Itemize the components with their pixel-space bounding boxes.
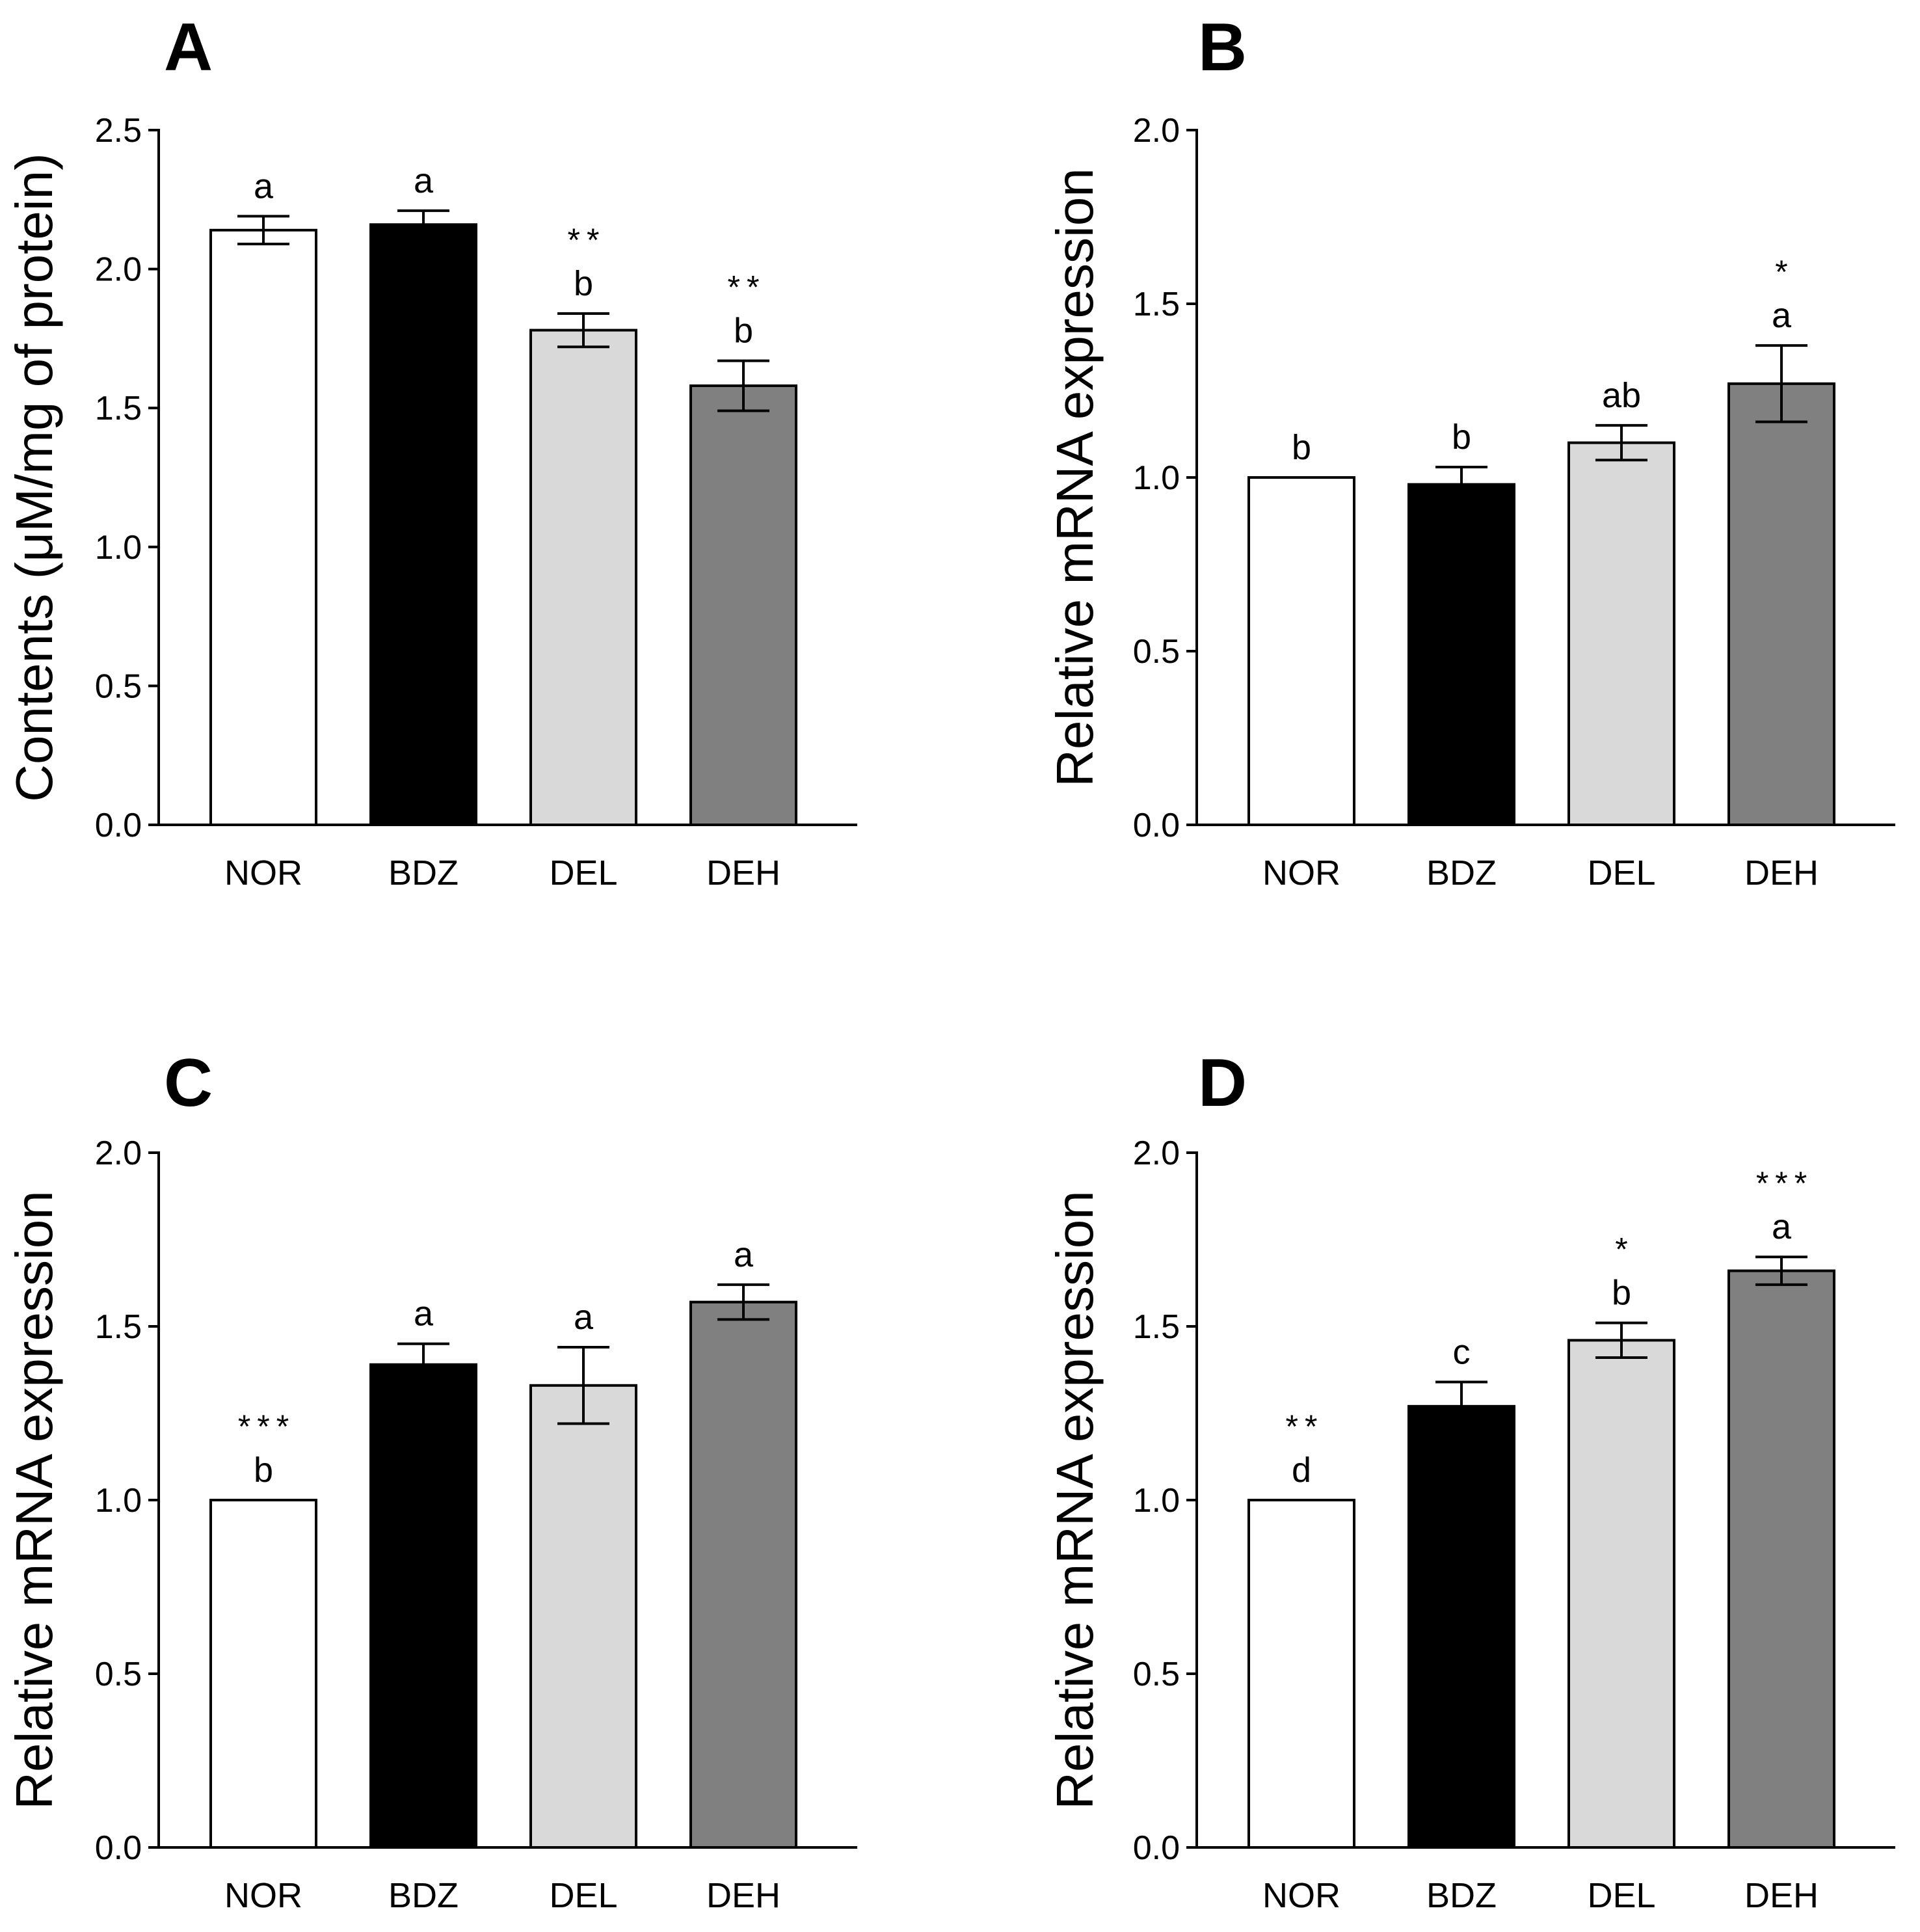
y-tick-label: 0.5 <box>1133 633 1180 671</box>
significance-stars: *** <box>238 1408 295 1445</box>
y-tick-label: 0.5 <box>95 1656 142 1693</box>
significance-letter: a <box>254 167 274 206</box>
x-tick-label: DEH <box>706 853 780 892</box>
bar-nor <box>209 228 317 826</box>
significance-stars: ** <box>1286 1408 1324 1445</box>
significance-letter: c <box>1453 1332 1471 1371</box>
significance-stars: *** <box>1756 1165 1813 1201</box>
y-tick-label: 0.5 <box>1133 1656 1180 1693</box>
panel-letter: D <box>1198 1045 1247 1121</box>
y-tick-label: 0.0 <box>95 1829 142 1867</box>
bar-nor <box>1247 1499 1355 1849</box>
y-tick-label: 2.0 <box>95 251 142 289</box>
x-tick-label: DEH <box>706 1876 780 1915</box>
panel-c: C Relative mRNA expression 0.0 0.5 1.0 1.5 2.0… <box>5 1045 857 1915</box>
y-tick-label: 2.5 <box>95 112 142 150</box>
y-tick-label: 1.0 <box>1133 1482 1180 1520</box>
panel-d: D Relative mRNA expression 0.0 0.5 1.0 1.5 2.0… <box>1046 1045 1895 1915</box>
bar-del <box>1567 441 1675 826</box>
y-tick-label: 2.0 <box>1133 1134 1180 1172</box>
bar-del <box>529 329 637 827</box>
bar-bdz <box>1407 483 1515 826</box>
y-tick-label: 1.0 <box>1133 459 1180 497</box>
bar-bdz <box>369 1363 477 1849</box>
x-tick-label: NOR <box>224 853 302 892</box>
x-tick-label: DEL <box>549 853 617 892</box>
significance-letter: a <box>414 161 434 200</box>
significance-letter: b <box>254 1451 273 1490</box>
panel-b: B Relative mRNA expression 0.0 0.5 1.0 1.5 2.0… <box>1046 10 1895 892</box>
y-tick-label: 0.5 <box>95 667 142 705</box>
x-tick-label: DEL <box>1587 853 1655 892</box>
x-tick-label: BDZ <box>1426 853 1497 892</box>
significance-letter: b <box>574 264 593 303</box>
bar-deh <box>1727 1269 1835 1849</box>
y-axis-title: Relative mRNA expression <box>5 1190 63 1809</box>
significance-letter: b <box>1292 428 1311 467</box>
significance-stars: * <box>1615 1231 1634 1268</box>
x-tick-label: DEH <box>1744 853 1819 892</box>
x-tick-label: DEH <box>1744 1876 1819 1915</box>
bar-deh <box>1727 382 1835 826</box>
bar-bdz <box>369 223 477 826</box>
panel-letter: A <box>164 10 213 85</box>
significance-letter: b <box>734 312 753 351</box>
x-tick-label: BDZ <box>388 853 459 892</box>
y-tick-label: 2.0 <box>95 1134 142 1172</box>
significance-letter: a <box>414 1295 434 1334</box>
y-tick-label: 2.0 <box>1133 112 1180 150</box>
y-tick-label: 0.0 <box>1133 807 1180 844</box>
y-axis-title: Relative mRNA expression <box>1046 1190 1104 1809</box>
panel-letter: B <box>1198 10 1247 85</box>
bar-nor <box>209 1499 317 1849</box>
significance-letter: ab <box>1602 376 1641 415</box>
x-tick-label: DEL <box>549 1876 617 1915</box>
bar-del <box>529 1384 637 1849</box>
y-tick-label: 1.5 <box>1133 286 1180 323</box>
y-tick-label: 1.5 <box>95 390 142 427</box>
x-tick-label: NOR <box>1262 1876 1340 1915</box>
bar-deh <box>689 1300 797 1849</box>
panel-a: A Contents (μM/mg of protein) 0.0 0.5 1.0 1.5… <box>5 10 857 892</box>
significance-letter: a <box>1772 296 1792 335</box>
bar-deh <box>689 384 797 826</box>
x-tick-label: BDZ <box>1426 1876 1497 1915</box>
y-tick-label: 1.5 <box>1133 1308 1180 1346</box>
significance-letter: a <box>574 1298 594 1337</box>
significance-letter: a <box>1772 1207 1792 1246</box>
y-tick-label: 0.0 <box>1133 1829 1180 1867</box>
significance-letter: a <box>734 1235 754 1274</box>
y-tick-label: 1.0 <box>95 1482 142 1520</box>
x-tick-label: BDZ <box>388 1876 459 1915</box>
y-axis-title: Relative mRNA expression <box>1046 168 1104 786</box>
significance-stars: ** <box>568 222 606 258</box>
panel-letter: C <box>164 1045 213 1121</box>
significance-letter: b <box>1452 418 1471 457</box>
y-axis-title: Contents (μM/mg of protein) <box>5 153 63 802</box>
x-tick-label: NOR <box>224 1876 302 1915</box>
x-tick-label: DEL <box>1587 1876 1655 1915</box>
x-tick-label: NOR <box>1262 853 1340 892</box>
bar-bdz <box>1407 1404 1515 1849</box>
significance-stars: ** <box>728 269 766 306</box>
significance-letter: b <box>1612 1274 1631 1313</box>
significance-stars: * <box>1775 254 1794 290</box>
bar-del <box>1567 1339 1675 1849</box>
bar-nor <box>1247 476 1355 826</box>
y-tick-label: 1.5 <box>95 1308 142 1346</box>
y-tick-label: 1.0 <box>95 529 142 567</box>
significance-letter: d <box>1292 1451 1311 1490</box>
y-tick-label: 0.0 <box>95 807 142 844</box>
